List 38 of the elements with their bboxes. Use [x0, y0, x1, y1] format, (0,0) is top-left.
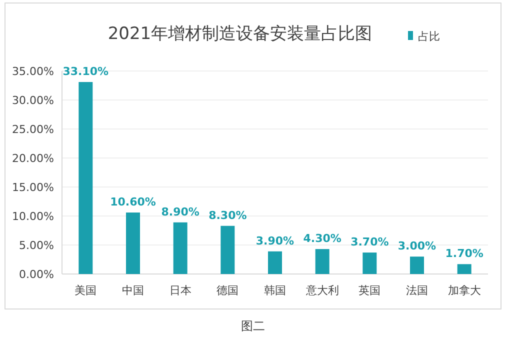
y-tick-label: 15.00%: [12, 181, 54, 194]
y-tick-label: 0.00%: [19, 268, 54, 281]
bar: [410, 256, 424, 274]
x-tick-label: 韩国: [264, 284, 286, 297]
legend-label: 占比: [418, 30, 440, 43]
data-label: 33.10%: [62, 65, 109, 78]
bar: [362, 252, 377, 274]
data-label: 3.00%: [398, 240, 436, 253]
bar: [315, 249, 330, 274]
x-tick-label: 德国: [216, 284, 239, 297]
x-tick-label: 美国: [74, 284, 97, 297]
y-tick-label: 5.00%: [19, 239, 54, 252]
data-label: 4.30%: [303, 232, 342, 246]
x-tick-label: 日本: [169, 284, 192, 297]
bar: [126, 212, 140, 274]
data-label: 3.90%: [256, 234, 294, 248]
bar: [173, 222, 188, 274]
data-label: 1.70%: [445, 247, 484, 260]
chart-title: 2021年增材制造设备安装量占比图: [108, 24, 372, 44]
bar: [220, 226, 235, 274]
bar: [268, 251, 282, 274]
x-tick-label: 英国: [358, 284, 381, 297]
data-label: 3.70%: [350, 236, 389, 249]
y-tick-label: 10.00%: [12, 210, 54, 223]
y-tick-label: 35.00%: [12, 65, 54, 78]
y-tick-label: 30.00%: [12, 94, 54, 107]
data-label: 10.60%: [110, 196, 156, 209]
y-tick-label: 25.00%: [12, 123, 54, 136]
x-tick-label: 中国: [122, 284, 144, 297]
x-tick-label: 意大利: [304, 284, 339, 297]
x-tick-label: 法国: [406, 284, 428, 297]
y-tick-label: 20.00%: [12, 152, 54, 165]
x-tick-label: 加拿大: [448, 284, 481, 297]
data-label: 8.30%: [208, 208, 247, 222]
data-label: 8.90%: [161, 205, 200, 218]
bar: [78, 82, 93, 274]
bar: [457, 264, 472, 274]
text: 图二: [241, 319, 265, 333]
